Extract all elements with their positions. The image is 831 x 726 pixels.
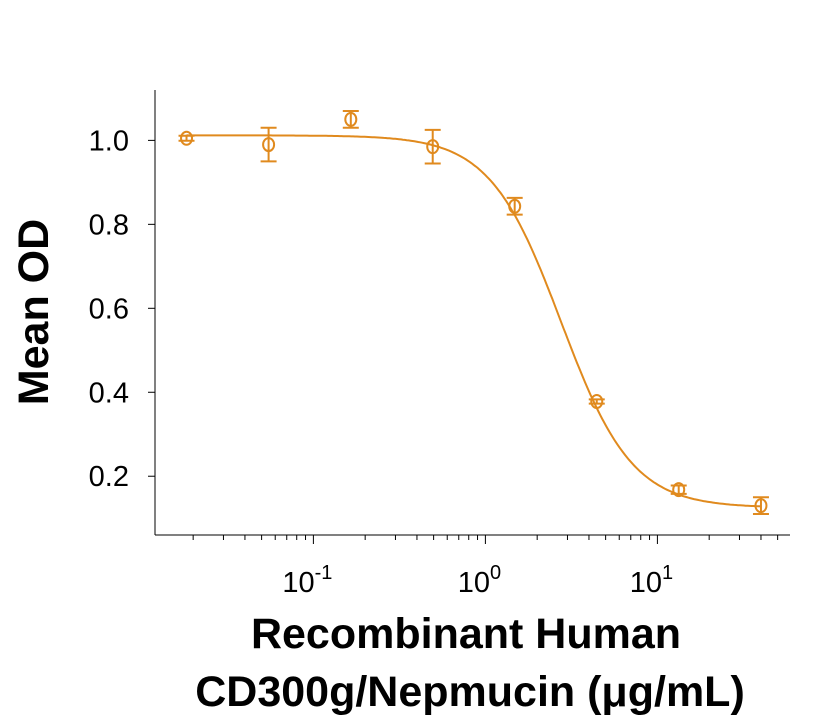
y-tick-label: 1.0 [89, 125, 129, 157]
data-point [670, 482, 687, 498]
data-point [588, 394, 605, 409]
data-points [178, 109, 769, 516]
axes [154, 90, 790, 536]
x-axis-title-line-2: CD300g/Nepmucin (μg/mL) [195, 668, 745, 716]
x-tick-label: 101 [630, 562, 673, 599]
y-tick-label: 0.2 [89, 461, 129, 493]
x-tick-exponent: 0 [490, 562, 501, 584]
x-tick-label: 100 [458, 562, 501, 599]
x-tick-exponent: -1 [315, 562, 333, 584]
x-ticks: 10-1 100 101 [192, 535, 779, 599]
marker-circle [590, 394, 604, 409]
x-tick-base: 10 [458, 567, 490, 599]
x-tick-label: 10-1 [282, 562, 332, 599]
marker-circle [508, 198, 522, 214]
y-tick-label: 0.6 [89, 293, 129, 325]
y-tick-label: 0.4 [89, 377, 129, 409]
data-point [424, 128, 441, 165]
x-tick-exponent: 1 [662, 562, 673, 584]
marker-circle [754, 498, 768, 514]
marker-circle [344, 111, 358, 127]
x-tick-base: 10 [282, 567, 314, 599]
fit-curve [186, 134, 762, 508]
marker-circle [672, 482, 686, 498]
marker-circle [180, 130, 194, 146]
y-axis-title: Mean OD [10, 219, 58, 405]
data-point [506, 196, 523, 216]
marker-circle [262, 137, 276, 153]
data-point [342, 109, 359, 129]
data-point [178, 130, 195, 146]
x-axis-title-line-1: Recombinant Human [251, 610, 681, 658]
y-tick-label: 0.8 [89, 209, 129, 241]
data-point [260, 126, 277, 163]
x-tick-base: 10 [630, 567, 662, 599]
y-ticks: 0.2 0.4 0.6 0.8 1.0 [89, 125, 155, 493]
marker-circle [426, 139, 440, 155]
data-point [752, 496, 769, 516]
